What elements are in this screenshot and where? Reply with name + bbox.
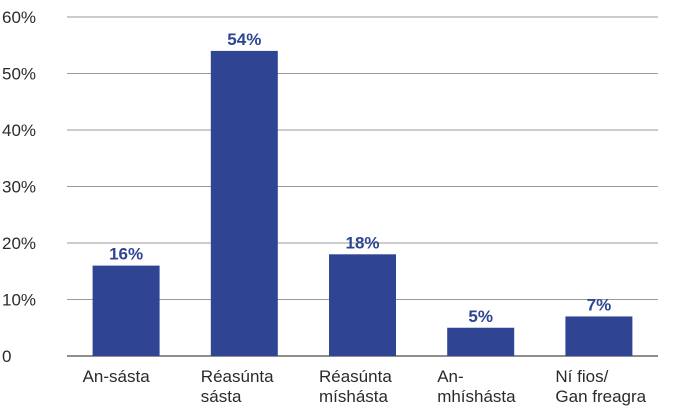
x-category-label: Ní fios/ <box>555 367 608 386</box>
bar-4 <box>447 327 515 356</box>
x-axis-category-labels: An-sásta RéasúntasástaRéasúntamíshástaAn-… <box>83 367 647 406</box>
y-tick-label: 60% <box>2 8 36 27</box>
y-tick-label: 20% <box>2 234 36 253</box>
y-tick-label: 50% <box>2 65 36 84</box>
y-axis-tick-labels: 0 10% 20% 30% 40% 50% 60% <box>2 8 36 366</box>
bar-value-label: 5% <box>468 307 493 326</box>
y-tick-label: 40% <box>2 121 36 140</box>
data-labels: 16% 54% 18% 5% 7% <box>109 30 611 326</box>
bar-2 <box>210 50 278 357</box>
gridlines <box>67 16 658 357</box>
x-category-label: An-sásta <box>83 367 151 386</box>
bar-value-label: 54% <box>227 30 261 49</box>
bars <box>92 50 633 357</box>
x-category-label: Gan freagra <box>555 387 646 406</box>
bar-value-label: 18% <box>345 233 379 252</box>
bar-value-label: 7% <box>587 295 612 314</box>
x-category-label: mhíshásta <box>437 387 516 406</box>
x-category-label: sásta <box>201 387 242 406</box>
bar-1 <box>92 265 160 356</box>
x-category-label: míshásta <box>319 387 389 406</box>
x-category-label: An- <box>437 367 463 386</box>
x-category-label: Réasúnta <box>319 367 392 386</box>
bar-5 <box>565 316 633 356</box>
y-tick-label: 0 <box>2 347 11 366</box>
bar-3 <box>329 254 396 356</box>
y-tick-label: 10% <box>2 291 36 310</box>
x-category-label: Réasúnta <box>201 367 274 386</box>
y-tick-label: 30% <box>2 178 36 197</box>
bar-value-label: 16% <box>109 245 143 264</box>
